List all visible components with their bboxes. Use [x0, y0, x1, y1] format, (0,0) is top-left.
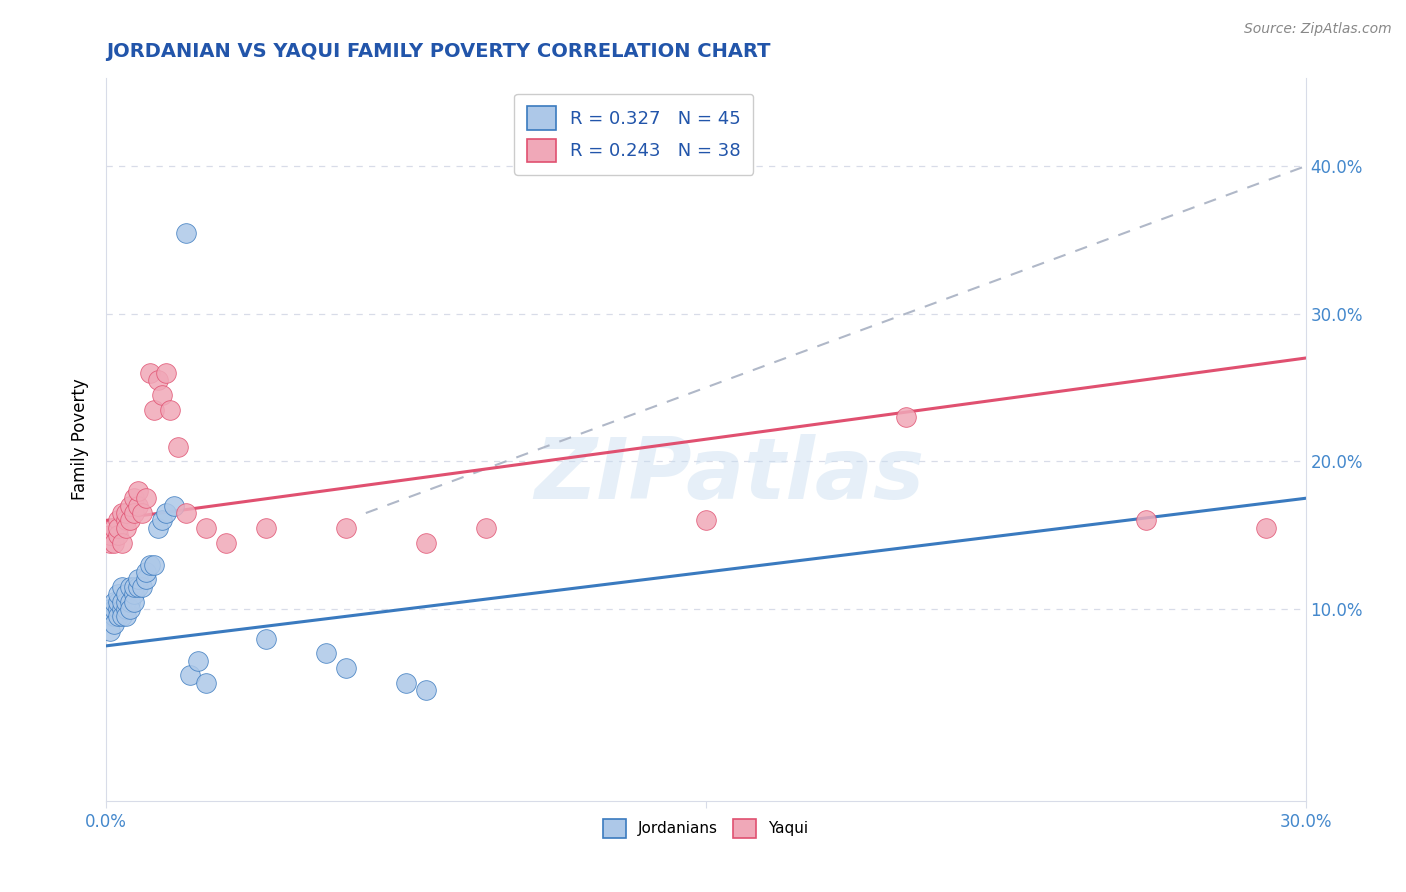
Point: [187, 654, 209, 668]
Point: [111, 609, 134, 624]
Point: [111, 594, 134, 608]
Point: [111, 602, 134, 616]
Point: [115, 602, 138, 616]
Point: [111, 535, 134, 549]
Point: [1135, 513, 1157, 527]
Point: [254, 521, 277, 535]
Point: [142, 558, 165, 572]
Point: [107, 513, 129, 527]
Point: [103, 535, 125, 549]
Point: [127, 499, 149, 513]
Text: ZIPatlas: ZIPatlas: [534, 434, 925, 516]
Point: [103, 609, 125, 624]
Text: JORDANIAN VS YAQUI FAMILY POVERTY CORRELATION CHART: JORDANIAN VS YAQUI FAMILY POVERTY CORREL…: [105, 42, 770, 61]
Point: [115, 506, 138, 520]
Point: [894, 410, 917, 425]
Point: [107, 609, 129, 624]
Point: [315, 646, 337, 660]
Point: [135, 573, 157, 587]
Point: [98, 528, 121, 542]
Point: [115, 521, 138, 535]
Point: [155, 506, 177, 520]
Point: [174, 226, 197, 240]
Point: [122, 491, 145, 506]
Legend: Jordanians, Yaqui: Jordanians, Yaqui: [596, 813, 814, 844]
Point: [335, 661, 357, 675]
Point: [118, 602, 141, 616]
Point: [103, 616, 125, 631]
Text: Source: ZipAtlas.com: Source: ZipAtlas.com: [1244, 22, 1392, 37]
Point: [179, 668, 201, 682]
Point: [107, 528, 129, 542]
Point: [107, 602, 129, 616]
Point: [131, 506, 153, 520]
Point: [395, 675, 418, 690]
Point: [107, 594, 129, 608]
Point: [475, 521, 498, 535]
Point: [115, 594, 138, 608]
Point: [155, 366, 177, 380]
Point: [215, 535, 238, 549]
Point: [115, 609, 138, 624]
Point: [146, 521, 169, 535]
Point: [103, 521, 125, 535]
Point: [111, 580, 134, 594]
Y-axis label: Family Poverty: Family Poverty: [72, 378, 89, 500]
Point: [103, 594, 125, 608]
Point: [127, 580, 149, 594]
Point: [118, 580, 141, 594]
Point: [167, 440, 190, 454]
Point: [118, 513, 141, 527]
Point: [194, 675, 217, 690]
Point: [103, 602, 125, 616]
Point: [150, 388, 173, 402]
Point: [98, 624, 121, 639]
Point: [122, 580, 145, 594]
Point: [254, 632, 277, 646]
Point: [150, 513, 173, 527]
Point: [122, 594, 145, 608]
Point: [142, 402, 165, 417]
Point: [98, 602, 121, 616]
Point: [122, 506, 145, 520]
Point: [131, 580, 153, 594]
Point: [127, 573, 149, 587]
Point: [335, 521, 357, 535]
Point: [118, 499, 141, 513]
Point: [98, 609, 121, 624]
Point: [139, 558, 162, 572]
Point: [163, 499, 186, 513]
Point: [194, 521, 217, 535]
Point: [415, 535, 437, 549]
Point: [695, 513, 717, 527]
Point: [127, 483, 149, 498]
Point: [98, 535, 121, 549]
Point: [118, 594, 141, 608]
Point: [115, 513, 138, 527]
Point: [146, 373, 169, 387]
Point: [174, 506, 197, 520]
Point: [1254, 521, 1277, 535]
Point: [111, 506, 134, 520]
Point: [107, 587, 129, 601]
Point: [122, 587, 145, 601]
Point: [107, 521, 129, 535]
Point: [139, 366, 162, 380]
Point: [135, 491, 157, 506]
Point: [115, 587, 138, 601]
Point: [415, 683, 437, 698]
Point: [159, 402, 181, 417]
Point: [135, 565, 157, 579]
